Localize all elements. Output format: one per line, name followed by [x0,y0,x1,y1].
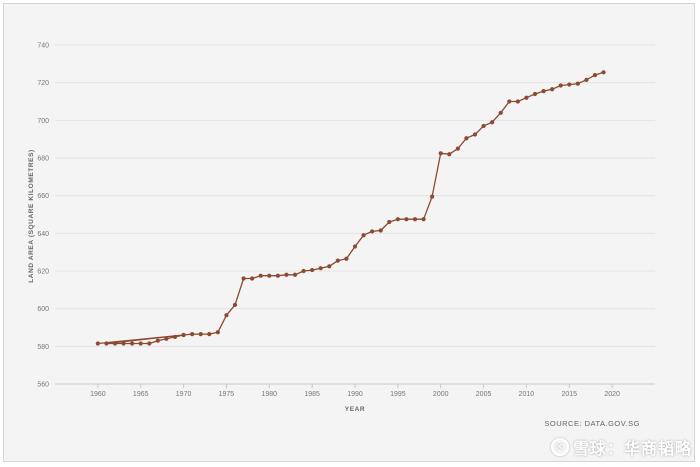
x-tick-label: 1990 [347,391,363,398]
data-point [584,77,589,82]
data-point [498,110,503,115]
x-tick-label: 2000 [433,391,449,398]
x-tick-label: 1970 [176,391,192,398]
series-line [97,71,604,345]
data-point [541,89,546,94]
x-tick-label: 2020 [604,391,620,398]
x-tick-label: 1985 [304,391,320,398]
y-tick-label: 580 [37,344,49,351]
data-point [190,331,195,337]
data-point [515,99,520,104]
data-point [490,120,495,125]
data-point [232,302,238,307]
data-point [335,258,340,263]
data-point [567,82,572,87]
data-point [172,334,178,340]
series-points [95,70,606,346]
y-tick-label: 640 [37,231,49,238]
x-tick-label: 1965 [133,391,149,398]
data-point [224,313,229,318]
data-point [601,70,606,75]
data-point [404,217,409,222]
data-point [361,233,366,238]
data-point [267,273,272,278]
x-tick-label: 1995 [390,391,406,398]
data-point [258,273,263,278]
data-point [104,341,109,346]
data-point [395,217,400,222]
data-point [284,272,289,277]
data-point [447,152,452,157]
data-point [130,341,135,346]
data-point [592,73,598,78]
data-point [464,136,469,141]
x-axis-title: YEAR [345,406,365,413]
chart-frame [3,3,695,462]
data-point [558,83,563,88]
data-point [507,99,512,104]
data-point [481,123,486,129]
data-point [550,87,555,92]
data-point [387,219,392,225]
x-tick-label: 2005 [476,391,492,398]
data-point [164,336,169,341]
y-tick-label: 700 [37,118,49,125]
snowball-logo-icon: ✕ [550,438,569,456]
data-point [421,217,426,222]
data-point [370,229,375,234]
data-point [524,95,529,100]
y-tick-label: 560 [37,382,49,389]
data-point [95,341,100,346]
x-tick-labels: 1960 1965 1970 1975 1980 1985 1990 1995 2000 2005… [90,391,620,398]
y-tick-labels: 560 580 600 620 640 660 680 700 720 740 [37,43,49,389]
y-axis-title: LAND AREA (SQUARE KILOMETRES) [28,149,35,283]
series-line-path [97,71,604,345]
data-point [438,151,443,156]
data-point [275,273,280,278]
data-point [412,217,418,222]
data-point [532,91,538,97]
watermark-text: 雪球：华商韬略 [572,441,692,458]
data-point [181,332,186,338]
watermark: ✕ 雪球：华商韬略 [550,435,692,459]
y-tick-label: 720 [37,80,49,87]
data-point [198,331,203,337]
grid-lines [55,44,655,385]
data-point [207,331,212,337]
y-tick-label: 680 [37,156,49,163]
data-point [352,244,358,249]
y-tick-label: 660 [37,193,49,200]
data-point [327,264,332,269]
data-point [310,267,315,273]
data-point [155,338,160,343]
data-point [147,341,152,346]
axes [55,383,655,388]
data-point [472,132,478,137]
x-tick-label: 1980 [261,391,277,398]
x-tick-label: 1975 [219,391,235,398]
data-point [250,276,255,281]
data-point [575,81,580,86]
data-point [215,330,220,335]
data-point [301,268,306,274]
y-tick-label: 620 [37,269,49,276]
source-note: SOURCE: DATA.GOV.SG [544,419,640,428]
data-point [455,146,460,151]
y-tick-label: 740 [37,43,49,50]
x-tick-label: 2015 [561,391,577,398]
data-point [378,228,383,233]
data-point [430,194,435,199]
data-point [318,266,323,271]
data-point [112,341,118,346]
x-tick-label: 2010 [519,391,535,398]
y-tick-label: 600 [37,306,49,313]
data-point [292,272,298,277]
data-point [241,276,246,281]
data-point [344,256,349,261]
data-point [121,341,126,346]
data-point [138,341,143,346]
x-tick-label: 1960 [90,391,106,398]
